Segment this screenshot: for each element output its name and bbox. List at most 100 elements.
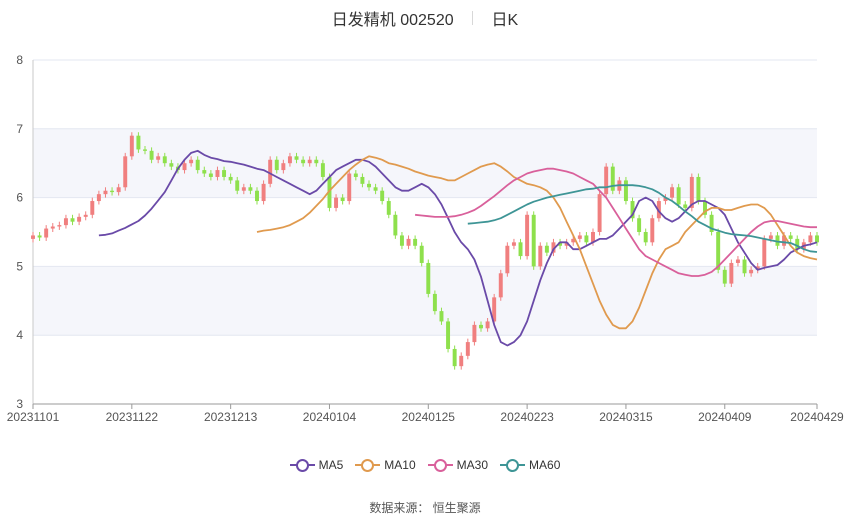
candle-body bbox=[136, 135, 141, 150]
candle-body bbox=[83, 214, 88, 217]
candle-body bbox=[571, 238, 576, 243]
candle-body bbox=[498, 273, 503, 298]
candle-body bbox=[656, 201, 661, 219]
candle-body bbox=[393, 214, 398, 236]
candle-body bbox=[31, 235, 35, 239]
x-tick-label: 20240429 bbox=[790, 410, 844, 424]
candle-body bbox=[380, 190, 385, 202]
candle-body bbox=[558, 242, 563, 246]
legend-label: MA10 bbox=[384, 458, 416, 472]
candle-body bbox=[241, 187, 246, 191]
data-source: 数据来源： 恒生聚源 bbox=[0, 499, 850, 516]
candle-body bbox=[722, 269, 727, 284]
candle-body bbox=[768, 235, 773, 239]
candle-body bbox=[182, 163, 187, 171]
ma-line-ma60 bbox=[467, 184, 818, 253]
ma-line-ma10 bbox=[256, 155, 818, 330]
x-tick-label: 20240409 bbox=[698, 410, 752, 424]
legend-item-ma60[interactable]: MA60 bbox=[500, 458, 560, 472]
candle-body bbox=[808, 235, 813, 243]
candle-body bbox=[643, 232, 648, 243]
candle-body bbox=[703, 201, 707, 215]
ma-line-ma5 bbox=[98, 149, 818, 347]
candle-body bbox=[637, 218, 642, 232]
candle-body bbox=[505, 245, 510, 274]
candle-body bbox=[307, 159, 312, 164]
candle-body bbox=[538, 245, 543, 267]
legend-label: MA5 bbox=[318, 458, 344, 472]
candle-body bbox=[149, 150, 154, 160]
candle-body bbox=[749, 269, 754, 274]
candle-body bbox=[44, 228, 49, 238]
candle-body bbox=[650, 218, 655, 243]
candle-body bbox=[676, 187, 681, 205]
candle-body bbox=[604, 166, 609, 195]
candle-body bbox=[485, 321, 490, 329]
candle-body bbox=[347, 173, 352, 202]
candle-body bbox=[103, 190, 108, 195]
candle-body bbox=[255, 190, 259, 202]
candle-body bbox=[426, 262, 431, 294]
candle-body bbox=[584, 235, 589, 243]
candle-body bbox=[564, 242, 569, 246]
candle-body bbox=[281, 163, 286, 171]
candle-body bbox=[399, 235, 404, 246]
candle-body bbox=[762, 238, 767, 267]
candle-body bbox=[465, 342, 470, 356]
legend-item-ma5[interactable]: MA5 bbox=[289, 458, 344, 472]
candle-body bbox=[360, 176, 365, 184]
x-tick-label: 20240223 bbox=[500, 410, 554, 424]
candle-body bbox=[129, 135, 134, 157]
candle-body bbox=[551, 242, 556, 253]
legend-marker bbox=[355, 458, 381, 472]
x-tick-label: 20231122 bbox=[106, 410, 159, 424]
candle-body bbox=[195, 159, 200, 171]
candle-body bbox=[189, 159, 194, 164]
grid-band bbox=[33, 266, 817, 336]
candle-body bbox=[116, 187, 121, 193]
candles bbox=[31, 132, 819, 370]
x-tick-label: 20240125 bbox=[402, 410, 456, 424]
candle-body bbox=[663, 197, 668, 202]
candle-body bbox=[162, 156, 167, 164]
candle-body bbox=[459, 355, 464, 367]
y-tick-label: 6 bbox=[16, 191, 23, 205]
candle-body bbox=[208, 173, 213, 177]
candle-body bbox=[90, 201, 95, 215]
candle-body bbox=[320, 163, 325, 177]
candle-body bbox=[511, 242, 516, 246]
title-divider bbox=[472, 11, 474, 25]
candle-body bbox=[294, 156, 299, 160]
candle-body bbox=[274, 159, 279, 171]
candle-body bbox=[373, 187, 378, 191]
candle-body bbox=[439, 311, 444, 322]
candle-body bbox=[261, 183, 266, 202]
legend-item-ma10[interactable]: MA10 bbox=[355, 458, 416, 472]
candle-body bbox=[577, 235, 582, 239]
x-tick-label: 20231213 bbox=[204, 410, 258, 424]
candle-body bbox=[228, 176, 233, 181]
y-tick-label: 4 bbox=[16, 328, 23, 342]
candle-body bbox=[544, 245, 549, 253]
candle-body bbox=[525, 214, 530, 257]
candle-body bbox=[301, 159, 306, 164]
candle-body bbox=[77, 216, 82, 222]
candle-body bbox=[334, 197, 339, 208]
legend-marker bbox=[427, 458, 453, 472]
stock-title: 日发精机 002520 bbox=[331, 12, 454, 29]
x-tick-label: 20231101 bbox=[7, 410, 60, 424]
y-tick-label: 7 bbox=[16, 122, 23, 136]
ma-line-ma30 bbox=[415, 167, 817, 277]
candle-body bbox=[413, 238, 418, 246]
candle-body bbox=[623, 180, 628, 202]
y-tick-label: 5 bbox=[16, 259, 23, 273]
candle-body bbox=[689, 176, 694, 208]
candle-body bbox=[755, 266, 760, 270]
candle-body bbox=[709, 214, 714, 232]
legend-item-ma30[interactable]: MA30 bbox=[427, 458, 488, 472]
candle-body bbox=[63, 218, 68, 226]
legend-marker bbox=[289, 458, 315, 472]
candle-body bbox=[340, 197, 345, 202]
plot-area bbox=[32, 59, 817, 405]
